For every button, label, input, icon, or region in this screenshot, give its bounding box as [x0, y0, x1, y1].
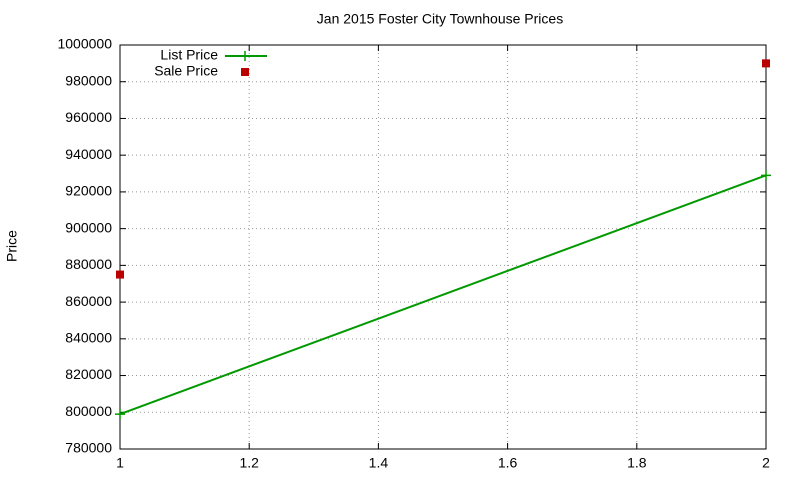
x-tick-label: 1: [116, 455, 124, 471]
legend-marker: [240, 51, 250, 61]
series-line: [119, 174, 767, 416]
y-tick-label: 920000: [65, 183, 112, 199]
x-tick-label: 1.2: [239, 455, 259, 471]
legend-marker: [241, 68, 249, 76]
y-tick-label: 980000: [65, 72, 112, 88]
point: [116, 270, 124, 279]
y-tick-label: 840000: [65, 330, 112, 346]
x-tick-label: 1.4: [369, 455, 389, 471]
y-tick-label: 1000000: [57, 36, 112, 52]
y-tick-label: 800000: [65, 403, 112, 419]
y-tick-label: 960000: [65, 109, 112, 125]
legend-label: List Price: [160, 47, 218, 63]
x-tick-label: 2: [762, 455, 770, 471]
point: [762, 59, 770, 68]
y-tick-label: 820000: [65, 366, 112, 382]
point: [761, 170, 771, 181]
x-tick-label: 1.8: [627, 455, 647, 471]
y-tick-label: 880000: [65, 256, 112, 272]
x-tick-label: 1.6: [498, 455, 518, 471]
y-tick-label: 900000: [65, 219, 112, 235]
chart-title: Jan 2015 Foster City Townhouse Prices: [317, 11, 563, 27]
y-tick-label: 780000: [65, 440, 112, 456]
legend-label: Sale Price: [154, 63, 218, 79]
y-axis-label: Price: [4, 230, 20, 262]
y-tick-label: 940000: [65, 146, 112, 162]
plot-frame: [119, 44, 767, 450]
point: [115, 409, 125, 420]
y-tick-label: 860000: [65, 293, 112, 309]
